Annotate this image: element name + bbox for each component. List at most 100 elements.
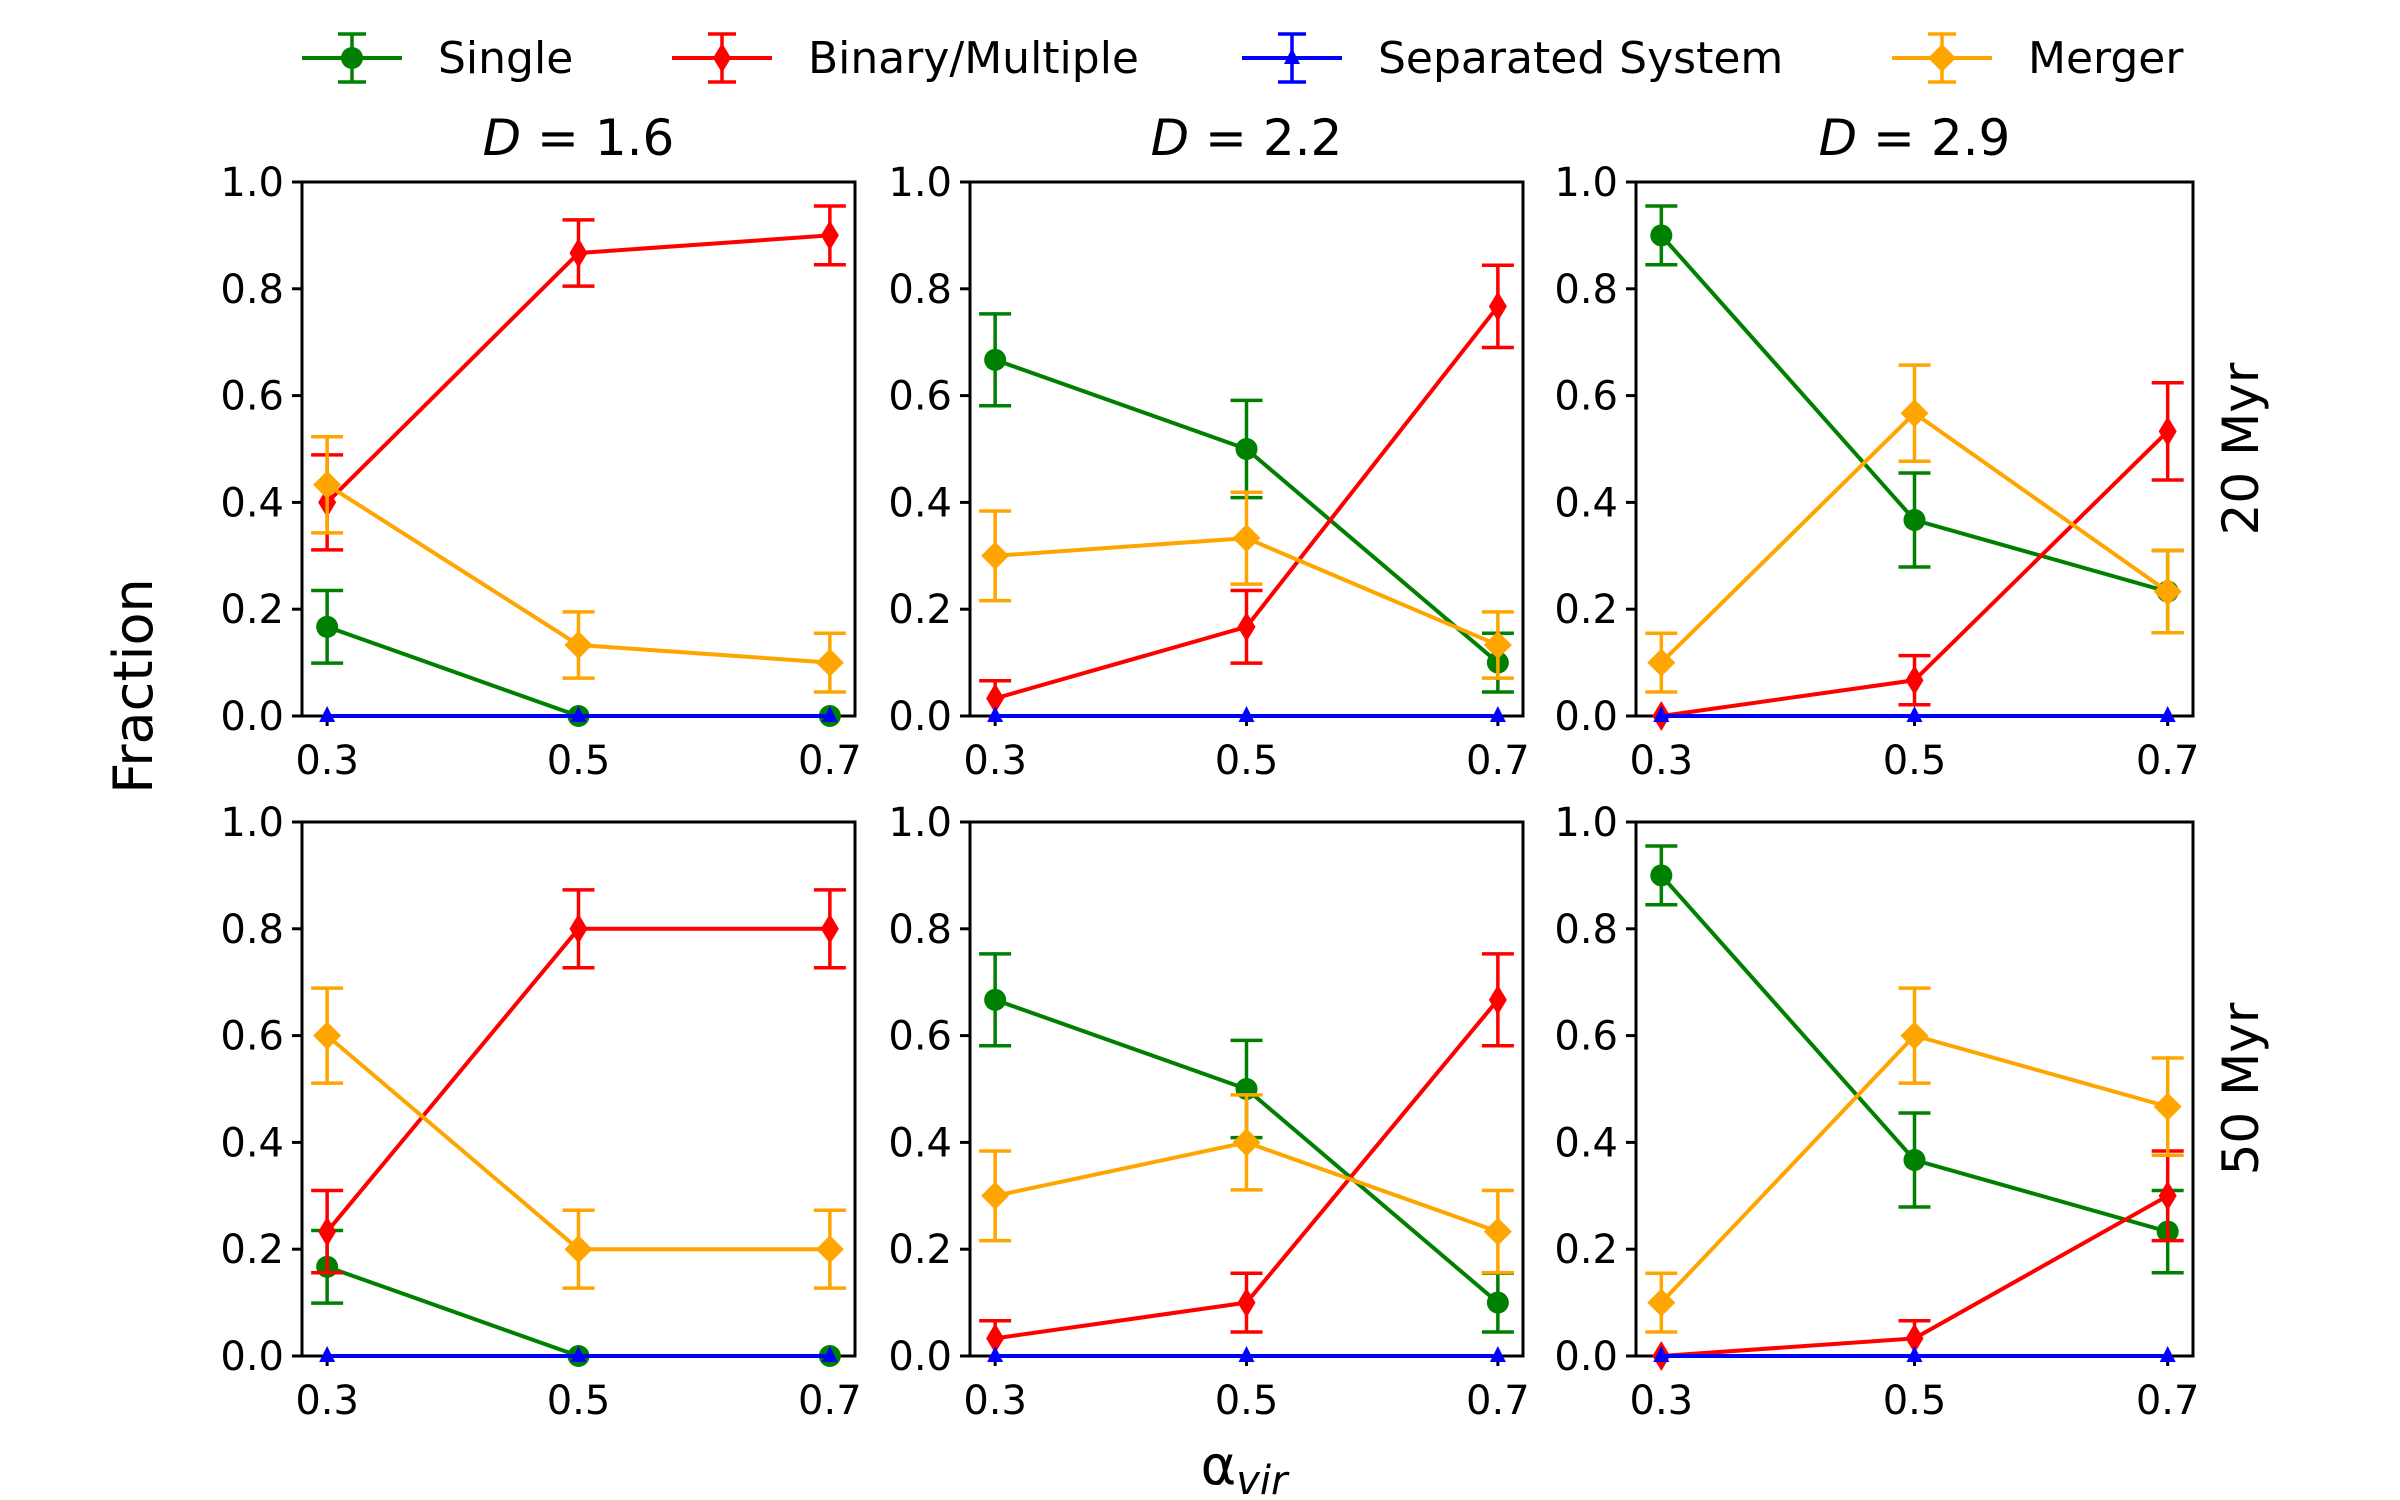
row-label-1: 20 Myr xyxy=(2212,362,2270,535)
data-point xyxy=(1232,524,1261,553)
y-tick-label: 0.8 xyxy=(888,267,952,313)
data-point xyxy=(1235,438,1258,460)
data-point xyxy=(986,1323,1005,1354)
x-tick-label: 0.7 xyxy=(798,1378,862,1424)
data-point xyxy=(569,913,588,944)
x-tick-label: 0.5 xyxy=(1215,738,1279,784)
column-title-variable: D xyxy=(483,109,522,167)
legend-entry-binary-multiple: Binary/Multiple xyxy=(672,32,1139,84)
legend-label: Separated System xyxy=(1378,33,1783,84)
panel-r1-c3: 0.0 0.2 0.4 0.6 0.8 1.0 0.3 0.5 0.7 xyxy=(1554,160,2199,784)
data-point xyxy=(2153,1092,2182,1121)
data-point xyxy=(1905,665,1924,696)
panel-r2-c1: 0.0 0.2 0.4 0.6 0.8 1.0 0.3 0.5 0.7 xyxy=(220,800,861,1424)
series-separated-system xyxy=(1653,706,2176,722)
y-tick-label: 0.0 xyxy=(1554,694,1618,740)
series-merger xyxy=(311,986,846,1290)
series-merger xyxy=(311,434,846,694)
data-point xyxy=(1488,984,1507,1015)
y-tick-label: 1.0 xyxy=(888,160,952,206)
series-binary-multiple xyxy=(1652,1149,2184,1371)
y-tick-label: 1.0 xyxy=(888,800,952,846)
y-axis-label: Fraction xyxy=(102,578,165,794)
data-point xyxy=(1483,1217,1512,1246)
data-point xyxy=(981,1181,1010,1210)
y-tick-label: 0.0 xyxy=(220,694,284,740)
data-point xyxy=(820,220,839,251)
series-merger xyxy=(979,490,1514,680)
y-tick-label: 0.4 xyxy=(220,480,284,526)
x-tick-label: 0.7 xyxy=(1466,1378,1530,1424)
data-point xyxy=(984,348,1007,371)
data-point xyxy=(1486,1291,1509,1314)
y-tick-label: 0.4 xyxy=(888,480,952,526)
y-tick-label: 0.6 xyxy=(1554,374,1618,420)
column-title-3: D = 2.9 xyxy=(1819,109,2011,167)
data-point xyxy=(570,1346,587,1362)
series-binary-multiple xyxy=(979,263,1514,716)
data-point xyxy=(569,238,588,269)
y-tick-label: 0.4 xyxy=(220,1120,284,1166)
data-point xyxy=(1647,1288,1676,1317)
x-axis-label: αvir xyxy=(1201,1434,1290,1500)
column-title-variable: D xyxy=(1151,109,1190,167)
series-separated-system xyxy=(987,706,1506,722)
y-tick-label: 1.0 xyxy=(1554,160,1618,206)
y-tick-label: 0.8 xyxy=(1554,267,1618,313)
series-binary-multiple xyxy=(1652,381,2184,731)
legend-label: Binary/Multiple xyxy=(808,33,1139,84)
data-point xyxy=(1653,706,1670,722)
column-title-value: 2.2 xyxy=(1263,109,1343,167)
data-point xyxy=(2159,1346,2176,1362)
data-point xyxy=(564,1235,593,1264)
x-tick-label: 0.3 xyxy=(295,1378,359,1424)
column-title-value: 1.6 xyxy=(595,109,675,167)
series-merger xyxy=(1645,363,2184,694)
data-point xyxy=(2153,577,2182,606)
data-point xyxy=(821,1346,838,1362)
legend: Single Binary/Multiple Separated System Mer… xyxy=(302,32,2184,84)
x-tick-label: 0.3 xyxy=(963,1378,1027,1424)
y-tick-label: 0.0 xyxy=(888,694,952,740)
data-point xyxy=(316,615,339,638)
series-separated-system xyxy=(319,706,838,722)
x-tick-label: 0.5 xyxy=(547,738,611,784)
data-point xyxy=(815,648,844,677)
y-tick-label: 0.6 xyxy=(220,1014,284,1060)
data-point xyxy=(313,470,342,499)
x-tick-label: 0.5 xyxy=(1883,738,1947,784)
data-point xyxy=(1650,224,1673,247)
data-point xyxy=(1237,1287,1256,1318)
series-separated-system xyxy=(319,1346,838,1362)
y-tick-label: 0.8 xyxy=(1554,907,1618,953)
data-point xyxy=(1906,1346,1923,1362)
column-title-variable: D xyxy=(1819,109,1858,167)
y-tick-label: 0.6 xyxy=(220,374,284,420)
x-tick-label: 0.3 xyxy=(1630,1378,1694,1424)
data-point xyxy=(2158,1180,2177,1211)
panel-r2-c3: 0.0 0.2 0.4 0.6 0.8 1.0 0.3 0.5 0.7 xyxy=(1554,800,2199,1424)
data-point xyxy=(1489,1346,1506,1362)
data-point xyxy=(319,1346,336,1362)
x-tick-label: 0.5 xyxy=(1215,1378,1279,1424)
series-merger xyxy=(1645,986,2184,1334)
legend-entry-merger: Merger xyxy=(1892,32,2184,84)
y-tick-label: 1.0 xyxy=(1554,800,1618,846)
series-binary-multiple xyxy=(311,204,846,552)
data-point xyxy=(820,913,839,944)
y-tick-label: 0.4 xyxy=(888,1120,952,1166)
data-point xyxy=(319,706,336,722)
series-binary-multiple xyxy=(311,888,846,1275)
y-tick-label: 0.8 xyxy=(220,907,284,953)
data-point xyxy=(984,988,1007,1011)
data-point xyxy=(1905,1323,1924,1354)
data-point xyxy=(1488,291,1507,322)
legend-entry-single: Single xyxy=(302,32,573,84)
column-title-equals: = xyxy=(1189,109,1263,167)
data-point xyxy=(986,683,1005,714)
y-tick-label: 0.4 xyxy=(1554,1120,1618,1166)
x-tick-label: 0.5 xyxy=(1883,1378,1947,1424)
data-point xyxy=(981,541,1010,570)
legend-marker xyxy=(1928,44,1956,72)
